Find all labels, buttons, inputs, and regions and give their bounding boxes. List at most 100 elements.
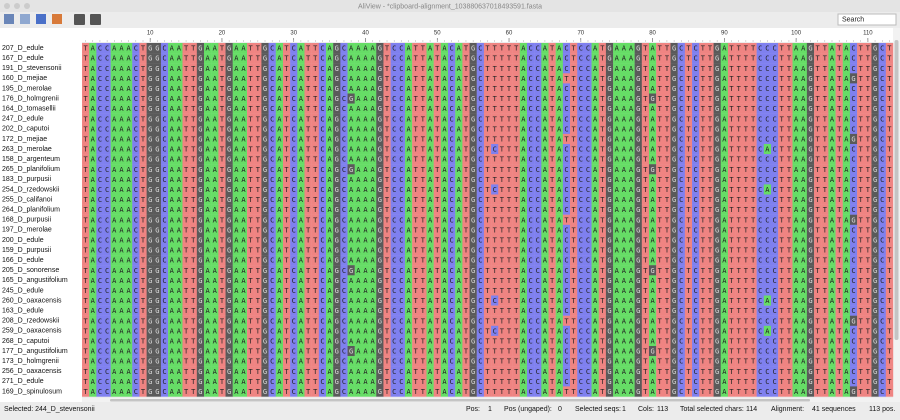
toolbar <box>0 12 900 28</box>
base-letter: G <box>873 125 877 133</box>
base-letter: G <box>672 206 676 214</box>
base-letter: A <box>277 55 282 63</box>
search-box[interactable] <box>837 13 897 26</box>
base-letter: C <box>399 257 403 265</box>
base-letter: C <box>98 156 102 164</box>
minimize-button[interactable] <box>14 3 20 9</box>
base-letter: T <box>729 45 734 53</box>
base-letter: G <box>607 186 611 194</box>
base-letter: T <box>485 45 490 53</box>
base-cell <box>849 53 858 64</box>
base-cell <box>333 43 341 54</box>
base-letter: C <box>399 55 403 63</box>
base-letter: G <box>148 156 152 164</box>
base-letter: A <box>844 45 849 53</box>
tool-button[interactable] <box>36 14 46 24</box>
base-cell <box>885 53 894 64</box>
search-placeholder: Search <box>842 16 864 23</box>
base-cell <box>369 53 377 64</box>
base-letter: A <box>371 45 376 53</box>
base-letter: C <box>399 236 403 244</box>
font-smaller-button[interactable] <box>74 14 85 25</box>
base-letter: C <box>679 156 683 164</box>
base-letter: C <box>105 45 109 53</box>
base-letter: T <box>313 55 318 63</box>
status-value: 0 <box>558 406 562 413</box>
base-letter: G <box>715 85 719 93</box>
base-letter: C <box>880 176 884 184</box>
base-letter: C <box>450 236 454 244</box>
base-letter: C <box>679 105 683 113</box>
tool-button[interactable] <box>20 14 30 24</box>
base-letter: T <box>493 55 498 63</box>
base-letter: G <box>227 226 231 234</box>
base-letter: C <box>579 196 583 204</box>
base-letter: G <box>607 135 611 143</box>
base-letter: T <box>464 55 469 63</box>
base-letter: A <box>205 45 210 53</box>
base-letter: C <box>528 176 532 184</box>
base-letter: C <box>765 206 769 214</box>
base-cell <box>268 43 276 54</box>
base-letter: A <box>622 45 627 53</box>
base-cell <box>756 43 765 54</box>
base-cell <box>727 43 736 54</box>
base-letter: C <box>320 75 324 83</box>
base-letter: C <box>586 247 590 255</box>
base-letter: C <box>270 247 274 255</box>
base-letter: C <box>851 115 855 123</box>
base-letter: C <box>399 105 403 113</box>
base-letter: G <box>808 135 812 143</box>
base-letter: G <box>471 196 475 204</box>
base-letter: C <box>851 176 855 184</box>
tool-button[interactable] <box>52 14 62 24</box>
base-letter: G <box>198 65 202 73</box>
base-letter: C <box>270 65 274 73</box>
base-cell <box>369 43 377 54</box>
base-letter: G <box>148 105 152 113</box>
base-letter: C <box>399 115 403 123</box>
base-letter: C <box>536 257 540 265</box>
base-cell <box>627 53 635 64</box>
base-cell <box>584 43 592 54</box>
h-scroll-thumb[interactable] <box>110 399 810 402</box>
tool-button[interactable] <box>4 14 14 24</box>
base-cell <box>175 43 183 54</box>
base-letter: G <box>155 75 159 83</box>
base-letter: G <box>471 216 475 224</box>
base-letter: G <box>227 45 231 53</box>
base-letter: C <box>765 226 769 234</box>
base-letter: C <box>478 226 482 234</box>
base-letter: T <box>141 55 146 63</box>
base-letter: C <box>320 115 324 123</box>
base-letter: C <box>342 247 346 255</box>
font-larger-button[interactable] <box>90 14 101 25</box>
base-letter: C <box>450 216 454 224</box>
base-letter: C <box>478 135 482 143</box>
base-letter: G <box>155 55 159 63</box>
base-letter: C <box>758 55 762 63</box>
base-cell <box>117 43 126 54</box>
base-cell <box>727 53 736 64</box>
base-letter: C <box>392 156 396 164</box>
base-letter: G <box>148 216 152 224</box>
base-cell <box>785 53 793 64</box>
base-letter: C <box>105 135 109 143</box>
zoom-button[interactable] <box>24 3 30 9</box>
base-cell <box>433 43 442 54</box>
scroll-thumb[interactable] <box>894 40 899 340</box>
base-letter: G <box>263 176 267 184</box>
base-letter: C <box>270 75 274 83</box>
base-letter: C <box>586 65 590 73</box>
base-letter: T <box>887 45 892 53</box>
base-letter: T <box>220 65 225 73</box>
base-letter: G <box>607 166 611 174</box>
base-cell <box>282 53 291 64</box>
base-letter: C <box>134 75 138 83</box>
base-cell <box>261 53 269 64</box>
close-button[interactable] <box>4 3 10 9</box>
base-cell <box>763 53 772 64</box>
base-letter: G <box>471 156 475 164</box>
base-letter: C <box>134 45 138 53</box>
